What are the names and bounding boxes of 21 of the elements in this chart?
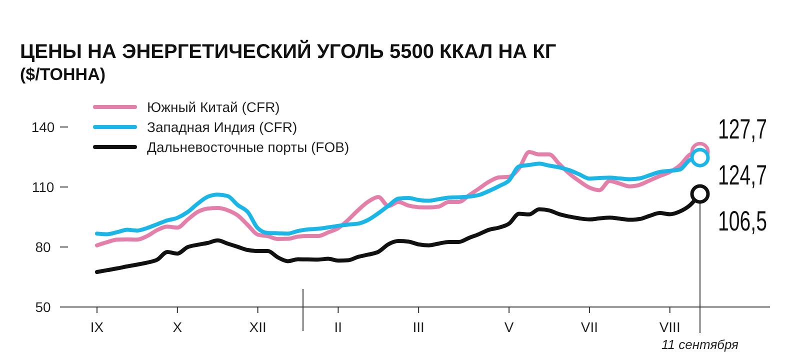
y-tick-label: 50	[35, 298, 51, 315]
x-tick-label: XII	[249, 319, 266, 335]
legend-label: Западная Индия (CFR)	[147, 119, 298, 135]
legend-label: Дальневосточные порты (FOB)	[147, 139, 350, 155]
x-tick-label: II	[334, 319, 342, 335]
x-tick-label: X	[172, 319, 183, 335]
y-tick-label: 80	[35, 238, 51, 255]
y-tick-label: 110	[32, 178, 54, 195]
x-tick-label: VII	[580, 319, 598, 335]
y-tick-label: 140	[31, 118, 55, 135]
data-label: 124,7	[718, 160, 768, 192]
x-tick-label: 11 сентября	[662, 337, 739, 352]
legend-label: Южный Китай (CFR)	[147, 99, 280, 115]
x-tick-label: III	[412, 319, 424, 335]
x-tick-label: VIII	[659, 319, 680, 335]
chart-title: ЦЕНЫ НА ЭНЕРГЕТИЧЕСКИЙ УГОЛЬ 5500 ККАЛ НА КГ	[20, 39, 556, 63]
chart-subtitle: ($/ТОННА)	[20, 65, 106, 84]
x-tick-label: IX	[90, 319, 104, 335]
data-label: 106,5	[718, 206, 768, 238]
x-tick-label: V	[504, 319, 514, 335]
data-label: 127,7	[718, 114, 768, 146]
